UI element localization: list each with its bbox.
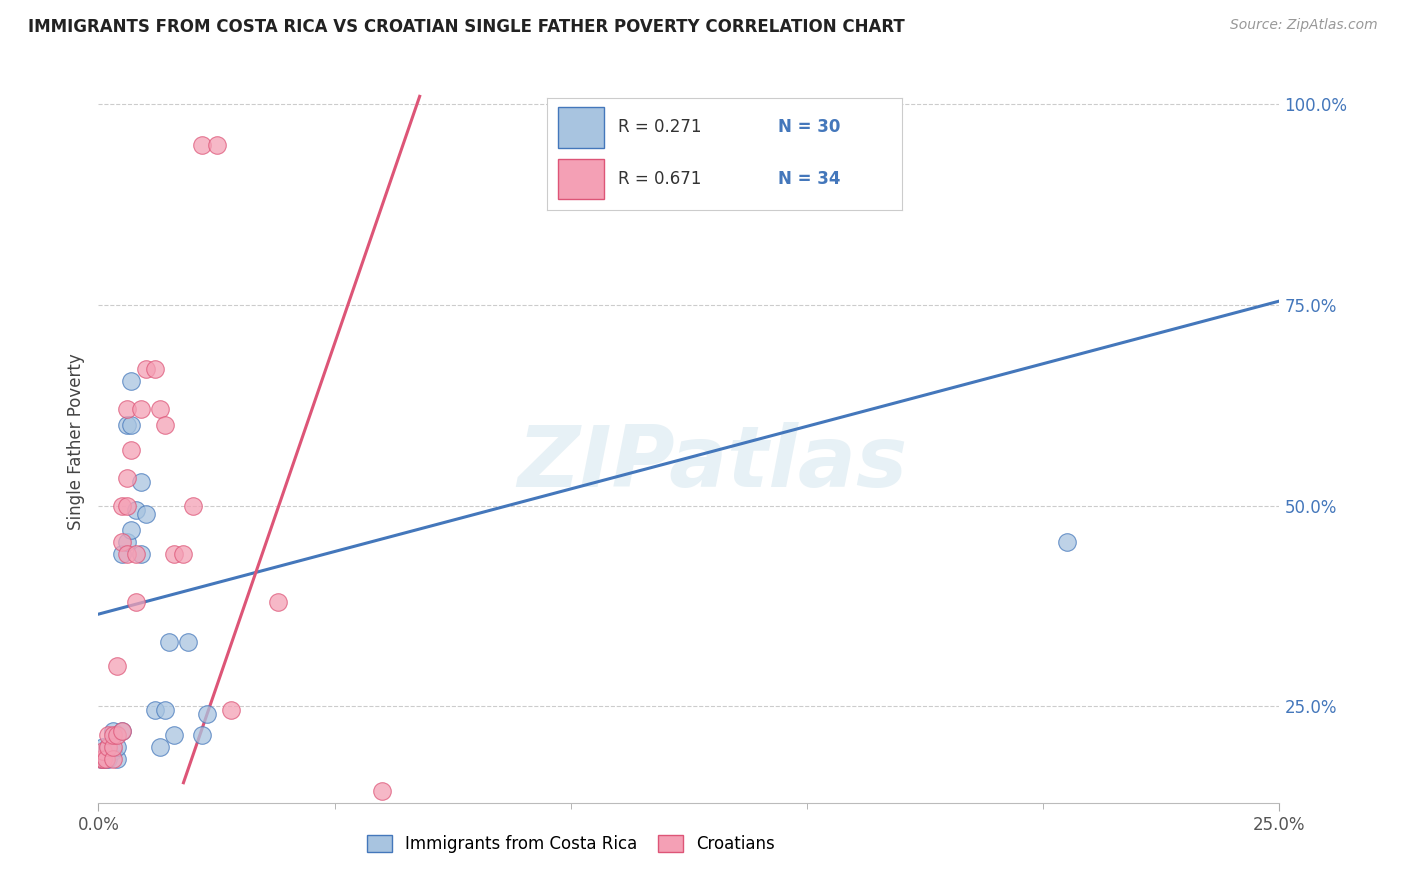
Point xyxy=(101,739,124,754)
Point xyxy=(90,751,112,765)
Point xyxy=(111,547,134,561)
Point xyxy=(172,547,194,561)
Point xyxy=(111,723,134,738)
Point xyxy=(125,595,148,609)
Point xyxy=(177,635,200,649)
Point xyxy=(267,595,290,609)
Point xyxy=(115,402,138,417)
Point xyxy=(101,751,124,765)
Point xyxy=(94,751,117,765)
Point xyxy=(105,751,128,765)
Point xyxy=(115,418,138,433)
Point xyxy=(97,728,120,742)
Text: Source: ZipAtlas.com: Source: ZipAtlas.com xyxy=(1230,18,1378,32)
Point xyxy=(121,418,143,433)
Point xyxy=(163,728,186,742)
Point xyxy=(97,739,120,754)
Point xyxy=(101,744,124,758)
Point xyxy=(157,635,180,649)
Point xyxy=(121,442,143,457)
Point xyxy=(153,418,176,433)
Point xyxy=(143,362,166,376)
Point xyxy=(129,475,152,489)
Point xyxy=(181,499,204,513)
Point xyxy=(191,137,214,152)
Point xyxy=(135,362,157,376)
Point xyxy=(101,728,124,742)
Point xyxy=(149,739,172,754)
Point xyxy=(371,784,394,798)
Point xyxy=(143,703,166,717)
Point xyxy=(115,499,138,513)
Point xyxy=(121,374,143,388)
Y-axis label: Single Father Poverty: Single Father Poverty xyxy=(66,353,84,530)
Point xyxy=(129,402,152,417)
Point xyxy=(94,751,117,765)
Text: IMMIGRANTS FROM COSTA RICA VS CROATIAN SINGLE FATHER POVERTY CORRELATION CHART: IMMIGRANTS FROM COSTA RICA VS CROATIAN S… xyxy=(28,18,905,36)
Point xyxy=(1056,534,1078,549)
Point xyxy=(195,707,218,722)
Point xyxy=(135,507,157,521)
Point xyxy=(111,723,134,738)
Legend: Immigrants from Costa Rica, Croatians: Immigrants from Costa Rica, Croatians xyxy=(360,828,782,860)
Point xyxy=(115,547,138,561)
Point xyxy=(111,499,134,513)
Point xyxy=(191,728,214,742)
Point xyxy=(129,547,152,561)
Point xyxy=(91,744,114,758)
Point xyxy=(105,659,128,673)
Point xyxy=(205,137,228,152)
Point xyxy=(121,523,143,537)
Point xyxy=(115,534,138,549)
Point xyxy=(105,739,128,754)
Point xyxy=(125,547,148,561)
Point xyxy=(111,534,134,549)
Point xyxy=(105,728,128,742)
Point xyxy=(219,703,242,717)
Point xyxy=(91,739,114,754)
Point xyxy=(97,739,120,754)
Point xyxy=(115,470,138,484)
Point xyxy=(125,502,148,516)
Point xyxy=(90,751,112,765)
Point xyxy=(91,751,114,765)
Text: ZIPatlas: ZIPatlas xyxy=(517,422,908,505)
Point xyxy=(97,751,120,765)
Point xyxy=(101,723,124,738)
Point xyxy=(163,547,186,561)
Point xyxy=(91,751,114,765)
Point xyxy=(153,703,176,717)
Point xyxy=(149,402,172,417)
